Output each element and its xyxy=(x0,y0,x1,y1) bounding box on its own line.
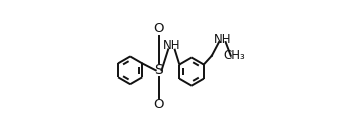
Text: S: S xyxy=(154,63,163,77)
Text: CH₃: CH₃ xyxy=(224,49,245,62)
Text: NH: NH xyxy=(163,39,181,52)
Text: O: O xyxy=(153,22,164,35)
Text: O: O xyxy=(153,98,164,111)
Text: NH: NH xyxy=(213,33,231,46)
